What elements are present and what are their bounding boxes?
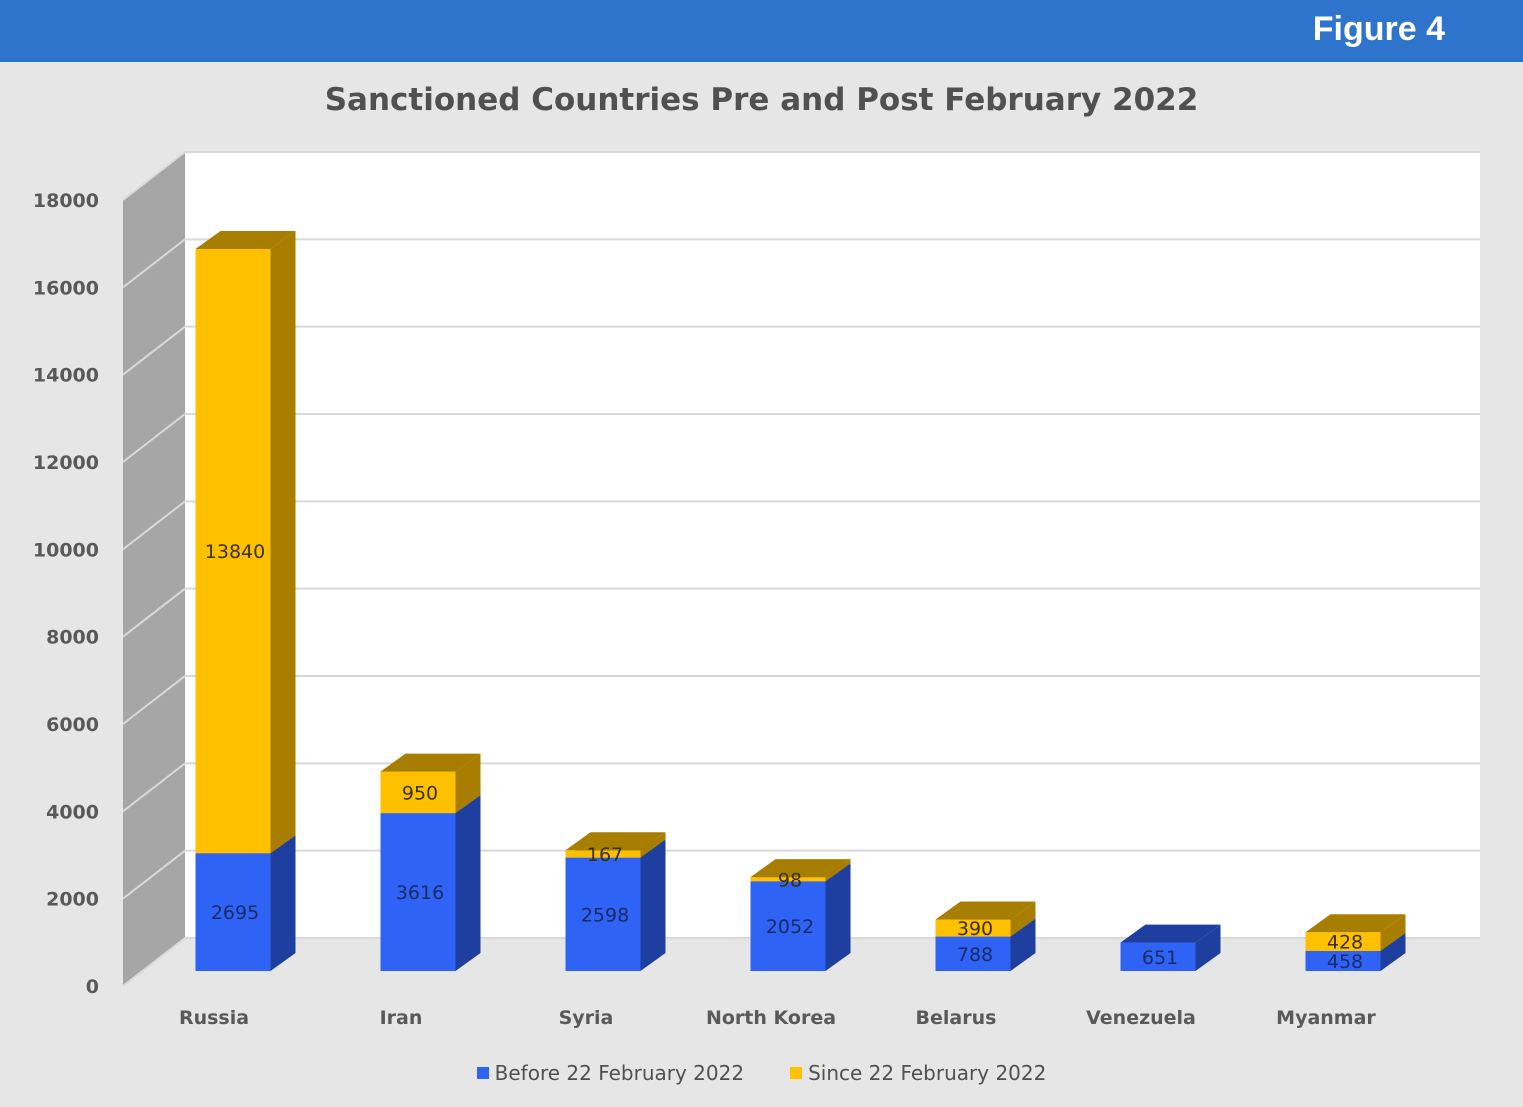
- bar-value-label: 2695: [211, 902, 259, 924]
- bar-front: [750, 877, 826, 882]
- bar-value-label: 458: [1327, 951, 1363, 973]
- bar-value-label: 3616: [396, 882, 444, 904]
- legend-swatch-before: [476, 1067, 489, 1079]
- bar-value-label: 950: [402, 782, 438, 804]
- bar-front: [565, 850, 641, 858]
- x-category-label: Syria: [559, 1007, 614, 1029]
- y-tick-label: 10000: [33, 539, 99, 561]
- bar-side: [640, 832, 666, 858]
- bar-value-label: 13840: [205, 541, 265, 563]
- gridline: [122, 675, 1480, 725]
- chart-title: Sanctioned Countries Pre and Post Februa…: [324, 82, 1199, 118]
- y-tick-label: 6000: [46, 714, 99, 736]
- plot-side-wall: [123, 152, 185, 986]
- x-category-label: Venezuela: [1086, 1007, 1196, 1029]
- bar-front: [1305, 951, 1381, 971]
- x-category-label: Myanmar: [1276, 1007, 1376, 1029]
- bar-value-label: 428: [1327, 932, 1363, 954]
- gridline: [122, 587, 1480, 638]
- bar-front: [380, 771, 456, 814]
- bar-data-labels: 2695 13840 3616 950 2598 167 2052 98 788 390 651 45…: [205, 541, 1363, 973]
- legend-item-since: Since 22 February 2022: [790, 1061, 1046, 1085]
- legend-swatch-since: [790, 1067, 803, 1079]
- bar-side: [1010, 918, 1036, 971]
- gridline: [122, 238, 1480, 289]
- y-tick-label: 14000: [33, 365, 99, 387]
- bar-front: [380, 813, 456, 971]
- gridline: [122, 937, 1480, 987]
- bar-value-label: 788: [957, 944, 993, 966]
- gridline: [122, 762, 1480, 813]
- gridline: [122, 151, 1480, 201]
- plot-back-wall: [185, 152, 1480, 938]
- bar-front: [935, 936, 1011, 971]
- bar-side: [455, 795, 481, 971]
- gridlines: [122, 151, 1480, 987]
- y-tick-label: 16000: [33, 277, 99, 299]
- x-category-label: Belarus: [916, 1007, 997, 1029]
- bar-top: [935, 901, 1036, 920]
- gridline: [122, 500, 1480, 551]
- y-tick-label: 2000: [46, 889, 99, 911]
- y-tick-label: 8000: [46, 627, 99, 649]
- bar-front: [750, 881, 826, 971]
- bar-top: [565, 832, 666, 851]
- bar-side: [270, 230, 296, 854]
- bar-top: [380, 753, 481, 772]
- x-category-label: Iran: [380, 1007, 423, 1029]
- bar-top: [1120, 924, 1221, 943]
- bar-side: [1380, 914, 1406, 952]
- bar-side: [825, 859, 851, 882]
- legend-item-before: Before 22 February 2022: [476, 1061, 745, 1085]
- gridline: [122, 413, 1480, 463]
- bar-side: [640, 839, 666, 971]
- bar-value-label: 390: [957, 918, 993, 940]
- bar-side: [825, 863, 851, 971]
- y-tick-label: 4000: [46, 801, 99, 823]
- top-banner: [0, 0, 1523, 62]
- bar-front: [565, 857, 641, 971]
- bar-value-label: 651: [1142, 947, 1178, 969]
- y-tick-label: 12000: [33, 452, 99, 474]
- bar-value-label: 98: [778, 869, 802, 891]
- legend-label-before: Before 22 February 2022: [494, 1061, 745, 1085]
- bar-front: [195, 853, 271, 971]
- bar-side: [455, 753, 481, 814]
- y-tick-label: 18000: [33, 190, 99, 212]
- bar-top: [195, 230, 296, 249]
- bar-value-label: 2052: [766, 916, 814, 938]
- bar-front: [1120, 942, 1196, 971]
- y-axis-tick-labels: 0 2000 4000 6000 8000 10000 12000 14000 16000 180…: [33, 190, 99, 998]
- bar-top: [1305, 914, 1406, 933]
- bar-front: [1305, 932, 1381, 952]
- figure-label: Figure 4: [1312, 10, 1445, 48]
- legend-label-since: Since 22 February 2022: [808, 1061, 1047, 1085]
- gridline: [122, 325, 1480, 376]
- bar-value-label: 167: [587, 844, 623, 866]
- bar-side: [1195, 924, 1221, 971]
- bars: [195, 230, 1406, 971]
- x-axis-category-labels: Russia Iran Syria North Korea Belarus Venezue…: [179, 1007, 1376, 1029]
- y-tick-label: 0: [86, 976, 99, 998]
- x-category-label: North Korea: [706, 1007, 836, 1029]
- bar-front: [935, 919, 1011, 937]
- bar-top: [750, 859, 851, 878]
- bar-value-label: 2598: [581, 904, 629, 926]
- bar-side: [270, 835, 296, 971]
- legend: Before 22 February 2022 Since 22 Februar…: [0, 1061, 1523, 1085]
- bar-side: [1010, 901, 1036, 937]
- bar-side: [1380, 933, 1406, 971]
- bar-front: [195, 248, 271, 854]
- gridline: [122, 849, 1480, 900]
- x-category-label: Russia: [179, 1007, 249, 1029]
